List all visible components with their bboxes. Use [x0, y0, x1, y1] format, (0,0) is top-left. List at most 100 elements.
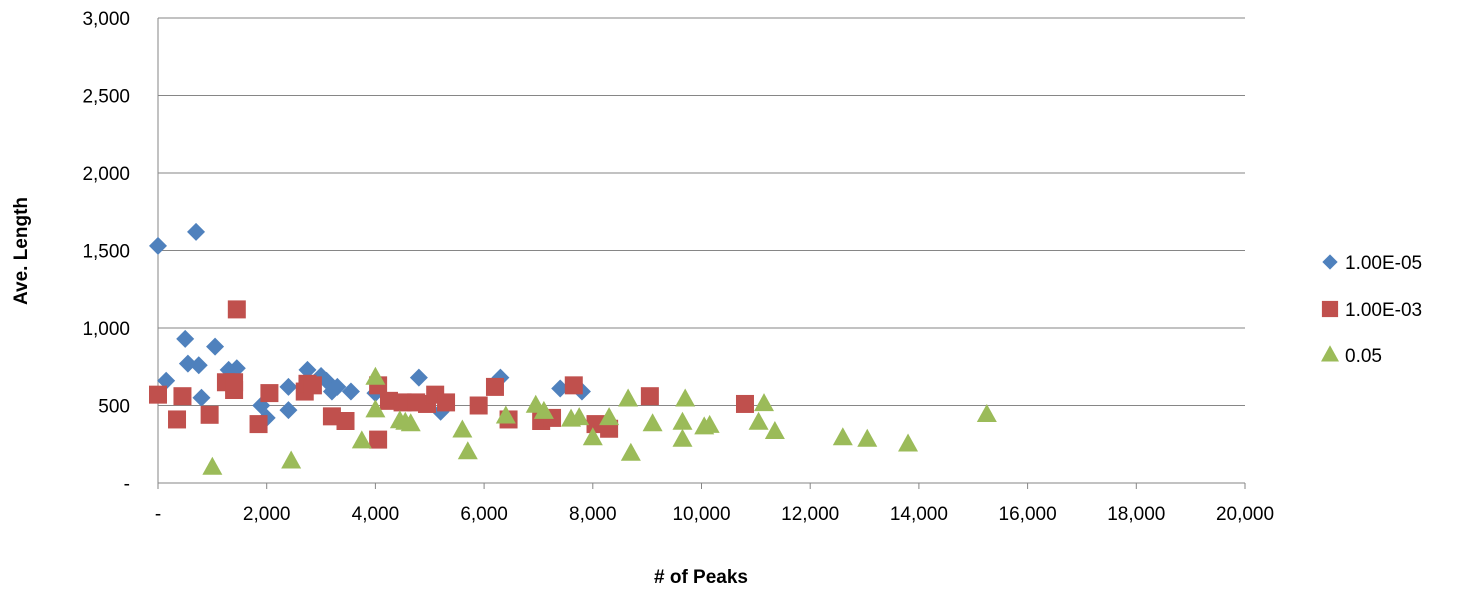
data-point — [748, 411, 769, 430]
legend-label: 1.00E-03 — [1345, 300, 1422, 321]
data-point — [898, 433, 919, 452]
data-point — [322, 407, 341, 426]
x-tick-labels: - 2,000 4,000 6,000 8,000 10,000 12,000 14,000 1… — [155, 483, 1274, 525]
data-point — [260, 384, 279, 403]
series-0-points — [149, 222, 591, 427]
legend-marker — [1321, 345, 1339, 362]
data-point — [599, 407, 620, 426]
x-tick-label: - — [155, 504, 161, 525]
data-point — [189, 356, 208, 375]
series-1-points — [149, 300, 754, 449]
data-point — [672, 428, 693, 447]
x-tick-label: 12,000 — [781, 504, 839, 525]
data-point — [365, 366, 386, 385]
legend-item: 1.00E-03 — [1321, 300, 1422, 321]
data-point — [176, 329, 195, 348]
data-point — [187, 222, 206, 241]
data-point — [279, 377, 298, 396]
data-point — [582, 427, 603, 446]
x-tick-label: 10,000 — [672, 504, 730, 525]
legend: 1.00E-05 1.00E-03 0.05 — [1321, 253, 1422, 367]
data-point — [564, 376, 583, 395]
data-point — [754, 393, 775, 412]
series-2-points — [202, 366, 997, 475]
y-tick-label: - — [124, 474, 130, 495]
data-point — [168, 410, 187, 429]
data-point — [495, 405, 516, 424]
data-point — [586, 415, 605, 434]
data-point — [298, 360, 317, 379]
data-point — [202, 456, 223, 475]
legend-marker — [1322, 254, 1338, 270]
data-point — [157, 371, 176, 390]
legend-label: 1.00E-05 — [1345, 253, 1422, 274]
data-point — [336, 412, 355, 430]
data-point — [225, 381, 244, 399]
y-tick-label: 2,000 — [82, 164, 130, 185]
data-point — [675, 388, 696, 407]
data-point — [618, 388, 639, 407]
data-points — [149, 222, 997, 475]
x-tick-label: 8,000 — [569, 504, 617, 525]
y-tick-label: 1,500 — [82, 242, 130, 263]
x-tick-label: 16,000 — [999, 504, 1057, 525]
y-tick-label: 500 — [98, 397, 130, 418]
data-point — [642, 413, 663, 432]
data-point — [551, 379, 570, 398]
x-tick-label: 6,000 — [460, 504, 508, 525]
data-point — [857, 428, 878, 447]
data-point — [735, 394, 754, 413]
data-point — [279, 401, 298, 420]
data-point — [303, 376, 322, 395]
y-tick-labels: - 500 1,000 1,500 2,000 2,500 3,000 — [82, 9, 130, 495]
data-point — [173, 387, 192, 406]
data-point — [281, 450, 302, 469]
data-point — [178, 354, 197, 373]
legend-item: 0.05 — [1321, 345, 1382, 367]
data-point — [437, 393, 456, 412]
grid-lines — [158, 17, 1245, 406]
y-tick-label: 2,500 — [82, 87, 130, 108]
data-point — [200, 405, 219, 424]
data-point — [341, 382, 360, 401]
data-point — [699, 414, 720, 433]
legend-marker — [1321, 300, 1339, 318]
x-tick-label: 14,000 — [890, 504, 948, 525]
data-point — [149, 385, 167, 404]
data-point — [249, 415, 268, 434]
data-point — [469, 396, 488, 415]
y-tick-label: 3,000 — [82, 9, 130, 30]
data-point — [976, 404, 997, 422]
data-point — [227, 300, 246, 319]
data-point — [365, 399, 386, 418]
data-point — [393, 393, 412, 412]
x-tick-label: 18,000 — [1107, 504, 1165, 525]
data-point — [351, 430, 372, 449]
data-point — [379, 391, 398, 410]
data-point — [485, 377, 504, 396]
legend-item: 1.00E-05 — [1322, 253, 1422, 274]
data-point — [369, 430, 388, 449]
data-point — [832, 427, 853, 446]
x-tick-label: 2,000 — [243, 504, 291, 525]
data-point — [149, 236, 167, 255]
y-axis-title: Ave. Length — [11, 197, 32, 305]
data-point — [457, 441, 478, 460]
data-point — [400, 413, 421, 432]
data-point — [620, 442, 641, 461]
data-point — [764, 421, 785, 440]
data-point — [192, 388, 211, 407]
data-point — [569, 407, 590, 426]
data-point — [409, 368, 428, 387]
data-point — [328, 377, 347, 396]
x-tick-label: 4,000 — [352, 504, 400, 525]
x-tick-label: 20,000 — [1216, 504, 1274, 525]
data-point — [452, 419, 473, 438]
data-point — [640, 387, 659, 406]
data-point — [206, 337, 225, 356]
x-axis-title: # of Peaks — [654, 567, 748, 588]
data-point — [227, 359, 246, 378]
legend-label: 0.05 — [1345, 346, 1382, 367]
data-point — [672, 411, 693, 430]
